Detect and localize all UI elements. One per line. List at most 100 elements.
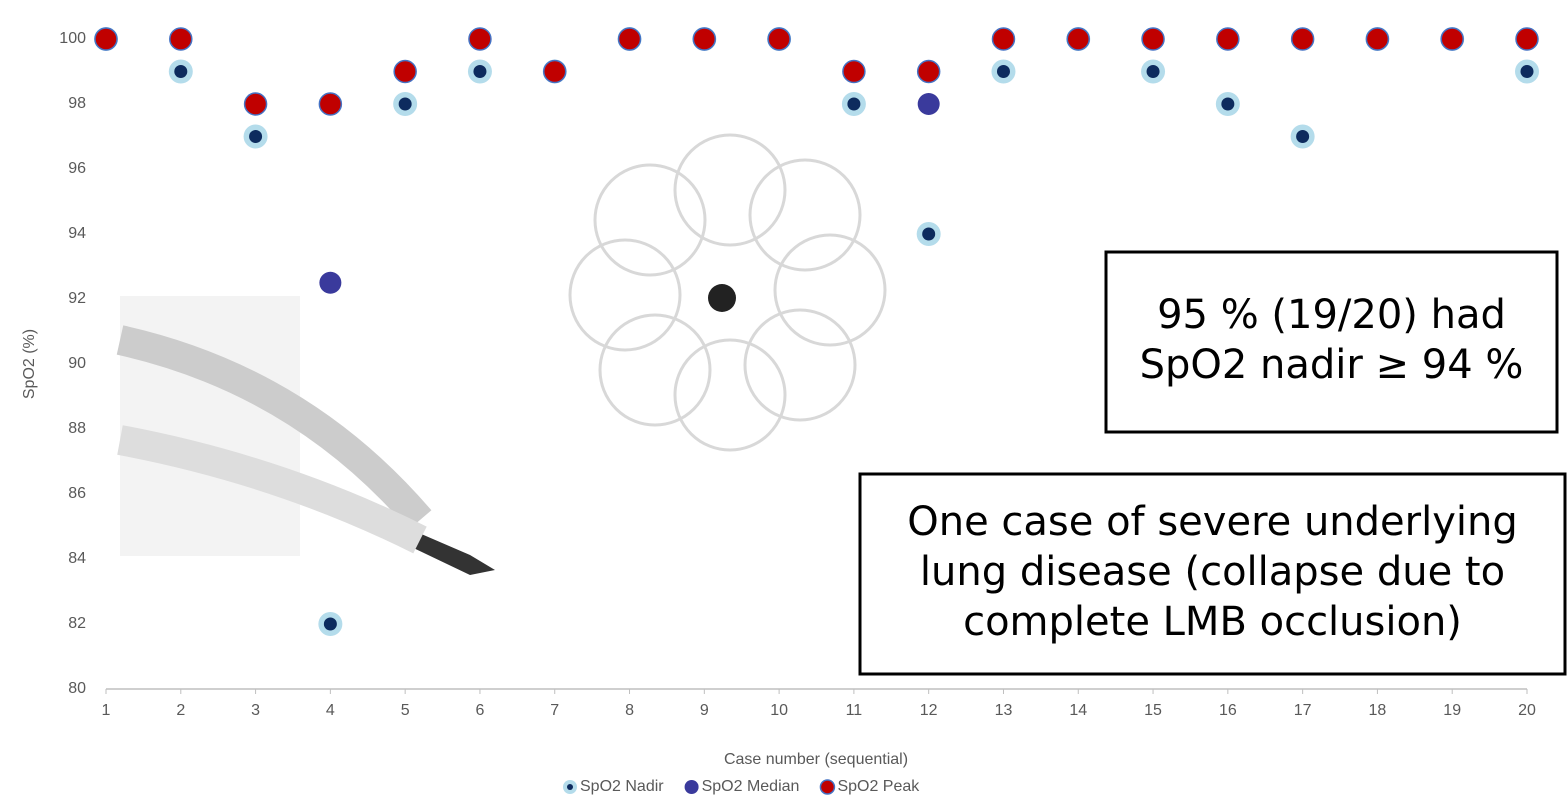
x-tick-label: 9 — [700, 702, 709, 719]
x-tick-label: 12 — [920, 702, 938, 719]
x-axis-label: Case number (sequential) — [724, 751, 908, 768]
marker — [544, 61, 566, 83]
marker — [319, 93, 341, 115]
catheter-photo — [120, 296, 495, 575]
marker — [693, 28, 715, 50]
point — [1516, 28, 1538, 50]
nadir-marker-core — [174, 65, 187, 78]
point — [319, 93, 341, 115]
point — [1441, 28, 1463, 50]
annotation-text: lung disease (collapse due to — [920, 549, 1505, 595]
point — [95, 28, 117, 50]
annotation-text: One case of severe underlying — [907, 499, 1518, 545]
annotation-text: SpO2 nadir ≥ 94 % — [1140, 342, 1524, 388]
nadir-marker-core — [249, 130, 262, 143]
x-tick-label: 15 — [1144, 702, 1162, 719]
point — [842, 92, 866, 116]
y-tick-label: 90 — [68, 355, 86, 372]
nadir-marker-core — [922, 228, 935, 241]
marker — [1441, 28, 1463, 50]
x-tick-label: 11 — [846, 702, 863, 719]
y-tick-label: 84 — [68, 550, 86, 567]
y-tick-label: 96 — [68, 160, 86, 177]
point — [393, 92, 417, 116]
x-tick-label: 3 — [251, 702, 260, 719]
nadir-marker-core — [847, 98, 860, 111]
x-tick-label: 13 — [995, 702, 1013, 719]
x-tick-label: 10 — [770, 702, 788, 719]
point — [917, 222, 941, 246]
point — [843, 61, 865, 83]
point — [319, 272, 341, 294]
x-tick-label: 6 — [475, 702, 484, 719]
point — [1366, 28, 1388, 50]
annotation-text: 95 % (19/20) had — [1157, 292, 1506, 338]
marker — [319, 272, 341, 294]
point — [245, 93, 267, 115]
marker — [768, 28, 790, 50]
point — [918, 61, 940, 83]
point — [1141, 60, 1165, 84]
annotation-text: complete LMB occlusion) — [963, 599, 1462, 645]
marker — [245, 93, 267, 115]
marker — [469, 28, 491, 50]
nadir-marker-core — [997, 65, 1010, 78]
nadir-marker-core — [567, 784, 573, 790]
point — [1142, 28, 1164, 50]
x-tick-label: 1 — [102, 702, 111, 719]
y-tick-label: 98 — [68, 95, 86, 112]
nadir-marker-core — [324, 618, 337, 631]
point — [244, 125, 268, 149]
point — [468, 60, 492, 84]
point — [394, 61, 416, 83]
y-tick-label: 82 — [68, 615, 86, 632]
marker — [992, 28, 1014, 50]
point — [992, 28, 1014, 50]
legend-label: SpO2 Nadir — [580, 778, 664, 795]
x-tick-label: 7 — [550, 702, 559, 719]
marker — [1217, 28, 1239, 50]
point — [1515, 60, 1539, 84]
marker — [619, 28, 641, 50]
point — [1292, 28, 1314, 50]
point — [918, 93, 940, 115]
marker — [685, 780, 699, 794]
point — [991, 60, 1015, 84]
chart: SpO2 (%) Case number (sequential) 808284… — [0, 0, 1567, 796]
x-tick-label: 17 — [1294, 702, 1312, 719]
x-tick-label: 19 — [1443, 702, 1461, 719]
x-tick-label: 18 — [1369, 702, 1387, 719]
legend-item: SpO2 Nadir — [563, 778, 664, 795]
marker — [1292, 28, 1314, 50]
point — [619, 28, 641, 50]
x-tick-label: 5 — [401, 702, 410, 719]
marker — [1366, 28, 1388, 50]
point — [693, 28, 715, 50]
point — [1217, 28, 1239, 50]
x-tick-label: 16 — [1219, 702, 1237, 719]
balloon-photo — [570, 135, 885, 450]
y-tick-label: 88 — [68, 420, 86, 437]
marker — [394, 61, 416, 83]
legend-item: SpO2 Median — [685, 778, 800, 795]
nadir-marker-core — [1147, 65, 1160, 78]
x-tick-label: 8 — [625, 702, 634, 719]
point — [768, 28, 790, 50]
y-axis-label: SpO2 (%) — [21, 329, 38, 399]
point — [169, 60, 193, 84]
point — [1291, 125, 1315, 149]
legend-label: SpO2 Peak — [837, 778, 920, 795]
nadir-marker-core — [1296, 130, 1309, 143]
marker — [918, 93, 940, 115]
marker — [820, 780, 834, 794]
nadir-marker-core — [1521, 65, 1534, 78]
nadir-marker-core — [399, 98, 412, 111]
y-tick-label: 86 — [68, 485, 86, 502]
x-tick-label: 14 — [1069, 702, 1087, 719]
marker — [843, 61, 865, 83]
x-tick-label: 2 — [176, 702, 185, 719]
point — [170, 28, 192, 50]
marker — [1516, 28, 1538, 50]
point — [544, 61, 566, 83]
nadir-marker-core — [1221, 98, 1234, 111]
